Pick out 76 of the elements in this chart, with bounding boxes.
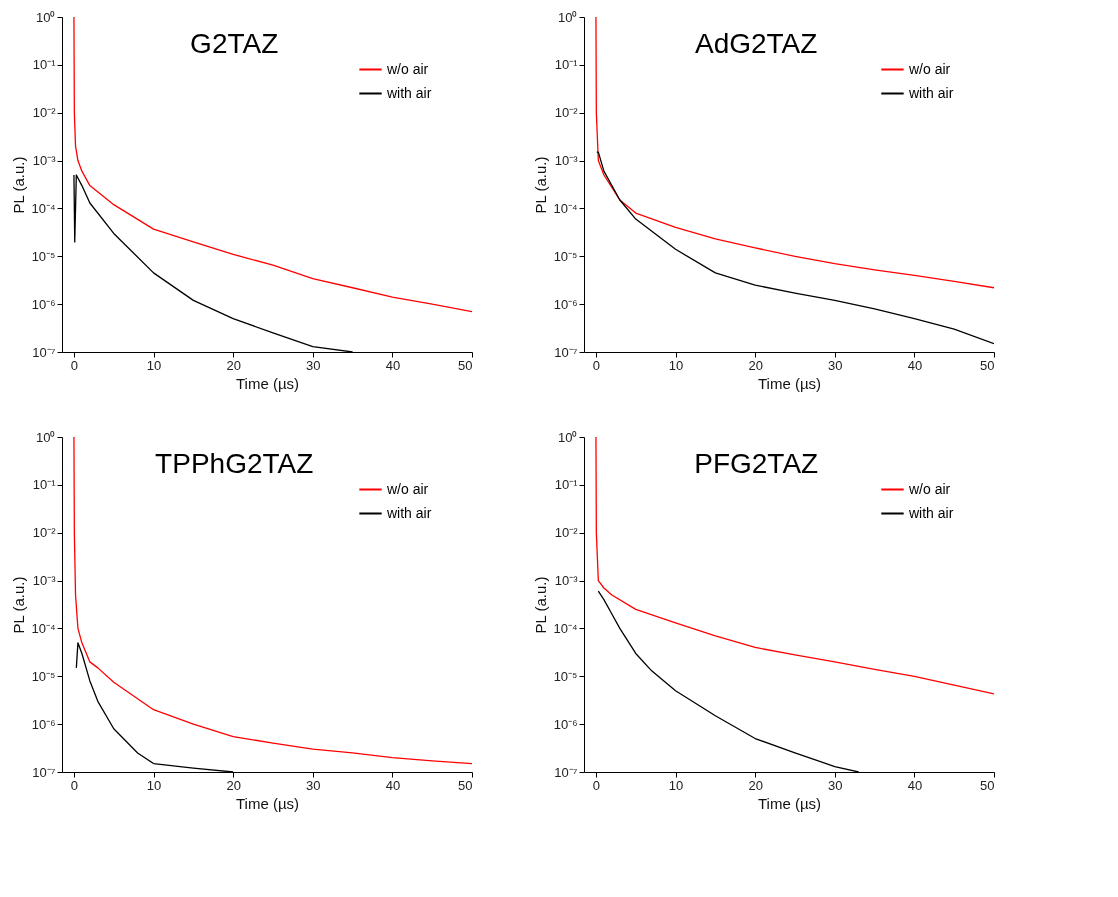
x-tick-label: 20 bbox=[748, 777, 763, 793]
x-axis-title: Time (µs) bbox=[757, 794, 822, 812]
x-tick-label: 40 bbox=[385, 357, 401, 373]
x-axis-title: Time (µs) bbox=[757, 374, 822, 392]
x-tick-label: 20 bbox=[748, 357, 763, 373]
chart-title: PFG2TAZ bbox=[694, 448, 819, 479]
y-tick-label: 10⁰ bbox=[558, 9, 578, 25]
x-tick-label: 10 bbox=[146, 777, 162, 793]
y-tick-label: 10⁻⁷ bbox=[32, 764, 56, 780]
y-tick-label: 10⁻² bbox=[32, 525, 57, 541]
y-tick-label: 10⁻³ bbox=[554, 573, 579, 589]
x-tick-label: 0 bbox=[592, 777, 601, 793]
x-tick-label: 50 bbox=[980, 777, 995, 793]
x-tick-label: 40 bbox=[385, 777, 401, 793]
x-tick-label: 30 bbox=[828, 357, 843, 373]
x-axis-title: Time (µs) bbox=[235, 794, 300, 812]
y-tick-label: 10⁻¹ bbox=[554, 57, 579, 73]
x-tick-label: 0 bbox=[70, 777, 79, 793]
x-tick-label: 50 bbox=[458, 357, 473, 373]
y-axis-title: PL (a.u.) bbox=[10, 156, 28, 214]
x-tick-label: 50 bbox=[458, 777, 473, 793]
chart-title: TPPhG2TAZ bbox=[155, 448, 314, 479]
y-tick-label: 10⁻¹ bbox=[32, 57, 57, 73]
legend-label: with air bbox=[908, 504, 954, 521]
y-tick-label: 10⁻² bbox=[32, 105, 57, 121]
y-tick-label: 10⁻¹ bbox=[32, 477, 57, 493]
x-tick-label: 50 bbox=[980, 357, 995, 373]
chart-title: G2TAZ bbox=[190, 28, 279, 59]
y-tick-label: 10⁰ bbox=[36, 429, 56, 445]
y-tick-label: 10⁻⁴ bbox=[31, 620, 56, 636]
y-tick-label: 10⁻⁴ bbox=[553, 620, 578, 636]
y-tick-label: 10⁻⁶ bbox=[31, 716, 56, 732]
y-tick-label: 10⁻² bbox=[554, 105, 579, 121]
legend-label: w/o air bbox=[386, 480, 429, 497]
x-tick-label: 30 bbox=[306, 777, 321, 793]
x-tick-label: 20 bbox=[226, 357, 241, 373]
x-tick-label: 30 bbox=[306, 357, 321, 373]
x-tick-label: 40 bbox=[907, 357, 923, 373]
y-axis-title: PL (a.u.) bbox=[532, 156, 550, 214]
y-axis-title: PL (a.u.) bbox=[10, 576, 28, 634]
legend-label: with air bbox=[386, 504, 432, 521]
legend-label: with air bbox=[908, 84, 954, 101]
x-tick-label: 10 bbox=[668, 357, 684, 373]
y-tick-label: 10⁻⁷ bbox=[554, 344, 578, 360]
y-tick-label: 10⁻⁶ bbox=[553, 716, 578, 732]
x-axis-title: Time (µs) bbox=[235, 374, 300, 392]
y-tick-label: 10⁻⁵ bbox=[31, 668, 56, 684]
y-tick-label: 10⁻⁵ bbox=[553, 248, 578, 264]
y-tick-label: 10⁻¹ bbox=[554, 477, 579, 493]
legend-label: with air bbox=[386, 84, 432, 101]
x-tick-label: 10 bbox=[668, 777, 684, 793]
y-tick-label: 10⁻⁶ bbox=[553, 296, 578, 312]
y-tick-label: 10⁰ bbox=[558, 429, 578, 445]
x-tick-label: 0 bbox=[70, 357, 79, 373]
y-tick-label: 10⁻⁴ bbox=[553, 200, 578, 216]
y-tick-label: 10⁻² bbox=[554, 525, 579, 541]
chart-title: AdG2TAZ bbox=[695, 28, 818, 59]
y-tick-label: 10⁻⁵ bbox=[31, 248, 56, 264]
y-tick-label: 10⁻⁶ bbox=[31, 296, 56, 312]
legend-label: w/o air bbox=[908, 60, 951, 77]
y-tick-label: 10⁻³ bbox=[32, 153, 57, 169]
y-tick-label: 10⁻³ bbox=[32, 573, 57, 589]
x-tick-label: 0 bbox=[592, 357, 601, 373]
y-tick-label: 10⁰ bbox=[36, 9, 56, 25]
x-tick-label: 30 bbox=[828, 777, 843, 793]
y-tick-label: 10⁻⁷ bbox=[32, 344, 56, 360]
y-axis-title: PL (a.u.) bbox=[532, 576, 550, 634]
x-tick-label: 20 bbox=[226, 777, 241, 793]
y-tick-label: 10⁻⁵ bbox=[553, 668, 578, 684]
y-tick-label: 10⁻⁴ bbox=[31, 200, 56, 216]
x-tick-label: 40 bbox=[907, 777, 923, 793]
y-tick-label: 10⁻³ bbox=[554, 153, 579, 169]
x-tick-label: 10 bbox=[146, 357, 162, 373]
y-tick-label: 10⁻⁷ bbox=[554, 764, 578, 780]
legend-label: w/o air bbox=[386, 60, 429, 77]
legend-label: w/o air bbox=[908, 480, 951, 497]
